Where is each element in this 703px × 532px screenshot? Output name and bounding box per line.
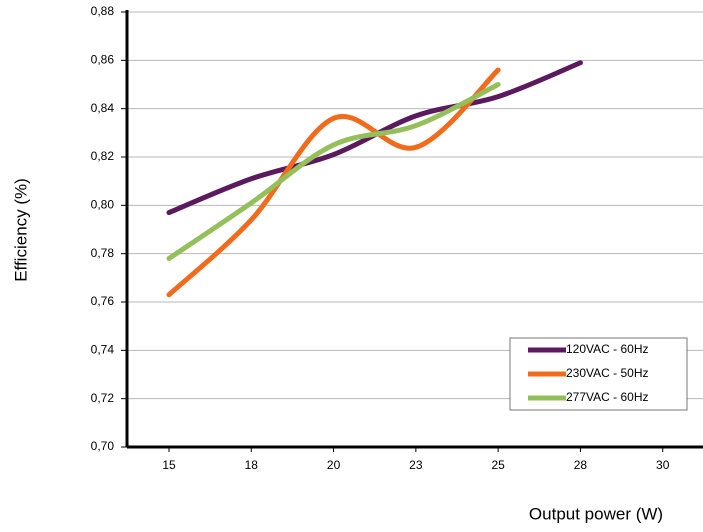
x-tick-label: 20 [327,458,341,472]
y-tick-label: 0,78 [91,246,115,260]
legend-label: 120VAC - 60Hz [566,342,648,356]
x-tick-label: 25 [491,458,505,472]
x-axis-title: Output power (W) [529,504,663,523]
x-tick-label: 18 [245,458,259,472]
y-tick-label: 0,86 [91,53,115,67]
series-line [166,82,501,261]
x-tick-label: 28 [574,458,588,472]
x-tick-label: 15 [162,458,176,472]
legend-label: 230VAC - 50Hz [566,366,648,380]
x-tick-label: 30 [656,458,670,472]
y-tick-label: 0,72 [91,391,115,405]
x-tick-label: 23 [409,458,423,472]
legend-label: 277VAC - 60Hz [566,390,648,404]
y-tick-label: 0,82 [91,149,115,163]
series-line [166,67,501,298]
y-tick-label: 0,74 [91,343,115,357]
series-line [166,60,583,216]
y-tick-label: 0,88 [91,4,115,18]
y-tick-label: 0,70 [91,439,115,453]
y-axis-title: Efficiency (%) [11,178,30,282]
y-tick-label: 0,80 [91,198,115,212]
y-tick-label: 0,84 [91,101,115,115]
y-tick-label: 0,76 [91,294,115,308]
